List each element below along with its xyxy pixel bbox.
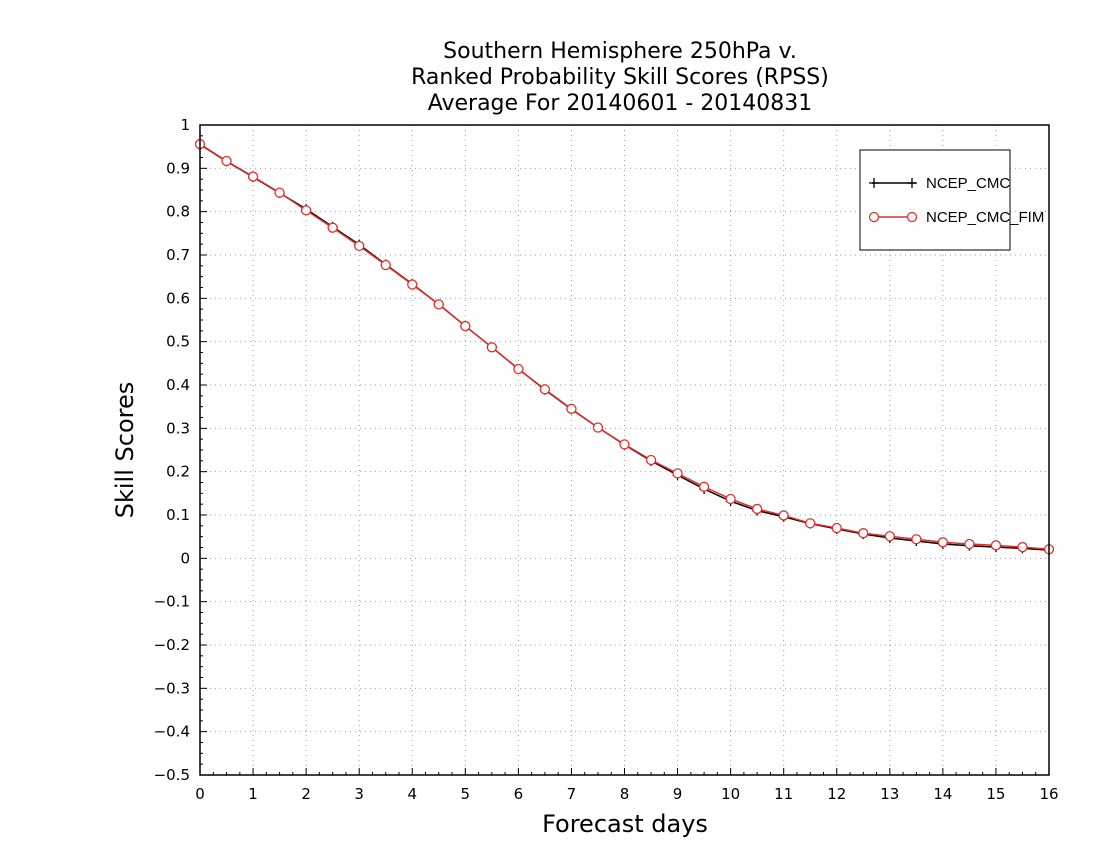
y-tick-label: 0.1 bbox=[166, 506, 190, 524]
x-tick-label: 5 bbox=[461, 785, 471, 803]
x-tick-label: 0 bbox=[195, 785, 205, 803]
data-point bbox=[937, 537, 949, 548]
x-tick-label: 9 bbox=[673, 785, 683, 803]
legend-box bbox=[859, 149, 1011, 251]
x-tick-label: 13 bbox=[880, 785, 899, 803]
x-tick-label: 3 bbox=[354, 785, 364, 803]
data-point bbox=[513, 363, 524, 375]
data-point bbox=[911, 534, 922, 545]
x-tick-label: 14 bbox=[933, 785, 952, 803]
legend-label: NCEP_CMC_FIM bbox=[926, 209, 1044, 226]
y-tick-label: 0.8 bbox=[166, 203, 190, 221]
data-point bbox=[831, 522, 842, 534]
legend-item-ncep-cmc-fim: NCEP_CMC_FIM bbox=[868, 209, 1044, 226]
chart-title: Southern Hemisphere 250hPa v. Ranked Pro… bbox=[411, 39, 829, 116]
y-tick-label: 0.9 bbox=[166, 159, 190, 177]
grid bbox=[200, 125, 1049, 775]
x-tick-label: 16 bbox=[1039, 785, 1058, 803]
data-point bbox=[619, 439, 630, 450]
y-axis-label: Skill Scores bbox=[111, 382, 139, 519]
x-tick-label: 6 bbox=[514, 785, 524, 803]
title-line-3: Average For 20140601 - 20140831 bbox=[428, 91, 813, 116]
legend-item-ncep-cmc: NCEP_CMC bbox=[869, 175, 1010, 192]
y-tick-label: −0.2 bbox=[154, 636, 190, 654]
data-point bbox=[592, 422, 604, 433]
y-tick-label: −0.4 bbox=[154, 723, 190, 741]
y-tick-label: 1 bbox=[180, 116, 190, 134]
legend-marker bbox=[906, 211, 918, 223]
y-tick-label: 0.7 bbox=[166, 246, 190, 264]
x-tick-label: 2 bbox=[301, 785, 311, 803]
data-point bbox=[247, 171, 259, 182]
data-point bbox=[990, 540, 1002, 551]
title-line-2: Ranked Probability Skill Scores (RPSS) bbox=[411, 65, 829, 90]
x-tick-label: 15 bbox=[986, 785, 1005, 803]
x-tick-label: 7 bbox=[567, 785, 577, 803]
axis-ticks: 0 1 2 3 4 5 6 7 8 9 10 11 12 13 14 15 16−0.5−0.4−0.3−0.2… bbox=[154, 116, 1059, 803]
x-tick-label: 8 bbox=[620, 785, 630, 803]
y-tick-label: 0.6 bbox=[166, 289, 190, 307]
x-tick-label: 10 bbox=[721, 785, 740, 803]
data-point bbox=[486, 342, 497, 353]
legend: NCEP_CMC NCEP_CMC_FIM bbox=[859, 149, 1044, 251]
data-point bbox=[327, 222, 338, 233]
data-point bbox=[300, 205, 312, 216]
y-tick-label: −0.3 bbox=[154, 679, 190, 697]
x-tick-label: 1 bbox=[248, 785, 258, 803]
data-point bbox=[1017, 541, 1028, 553]
data-point bbox=[380, 259, 391, 271]
y-tick-label: 0.4 bbox=[166, 376, 190, 394]
series-ncep-cmc-fim bbox=[194, 138, 1055, 555]
x-tick-label: 4 bbox=[407, 785, 417, 803]
y-tick-label: −0.1 bbox=[154, 593, 190, 611]
y-tick-label: 0.3 bbox=[166, 419, 190, 437]
data-point bbox=[221, 155, 232, 167]
data-point bbox=[964, 538, 975, 550]
x-tick-label: 11 bbox=[774, 785, 793, 803]
data-point bbox=[539, 384, 551, 395]
x-tick-label: 12 bbox=[827, 785, 846, 803]
series-layer bbox=[194, 138, 1055, 556]
data-point bbox=[460, 320, 471, 332]
data-point bbox=[752, 503, 763, 515]
data-point bbox=[566, 403, 577, 414]
legend-marker bbox=[868, 211, 880, 223]
data-point bbox=[858, 528, 869, 539]
data-point bbox=[778, 510, 789, 521]
title-line-1: Southern Hemisphere 250hPa v. bbox=[443, 39, 797, 64]
legend-marker bbox=[869, 178, 879, 188]
legend-marker bbox=[907, 178, 917, 188]
legend-label: NCEP_CMC bbox=[926, 175, 1010, 192]
y-tick-label: −0.5 bbox=[154, 766, 190, 784]
data-point bbox=[725, 493, 736, 505]
data-point bbox=[884, 531, 895, 542]
data-point bbox=[645, 454, 657, 466]
x-axis-label: Forecast days bbox=[542, 810, 708, 838]
y-tick-label: 0.5 bbox=[166, 333, 190, 351]
data-point bbox=[672, 468, 683, 479]
y-tick-label: 0 bbox=[180, 549, 190, 567]
data-point bbox=[354, 240, 365, 252]
plot-frame bbox=[199, 124, 1050, 776]
data-point bbox=[698, 481, 710, 492]
data-point bbox=[805, 518, 816, 529]
y-tick-label: 0.2 bbox=[166, 463, 190, 481]
data-point bbox=[433, 299, 444, 310]
data-point bbox=[274, 187, 285, 198]
data-point bbox=[407, 279, 418, 290]
